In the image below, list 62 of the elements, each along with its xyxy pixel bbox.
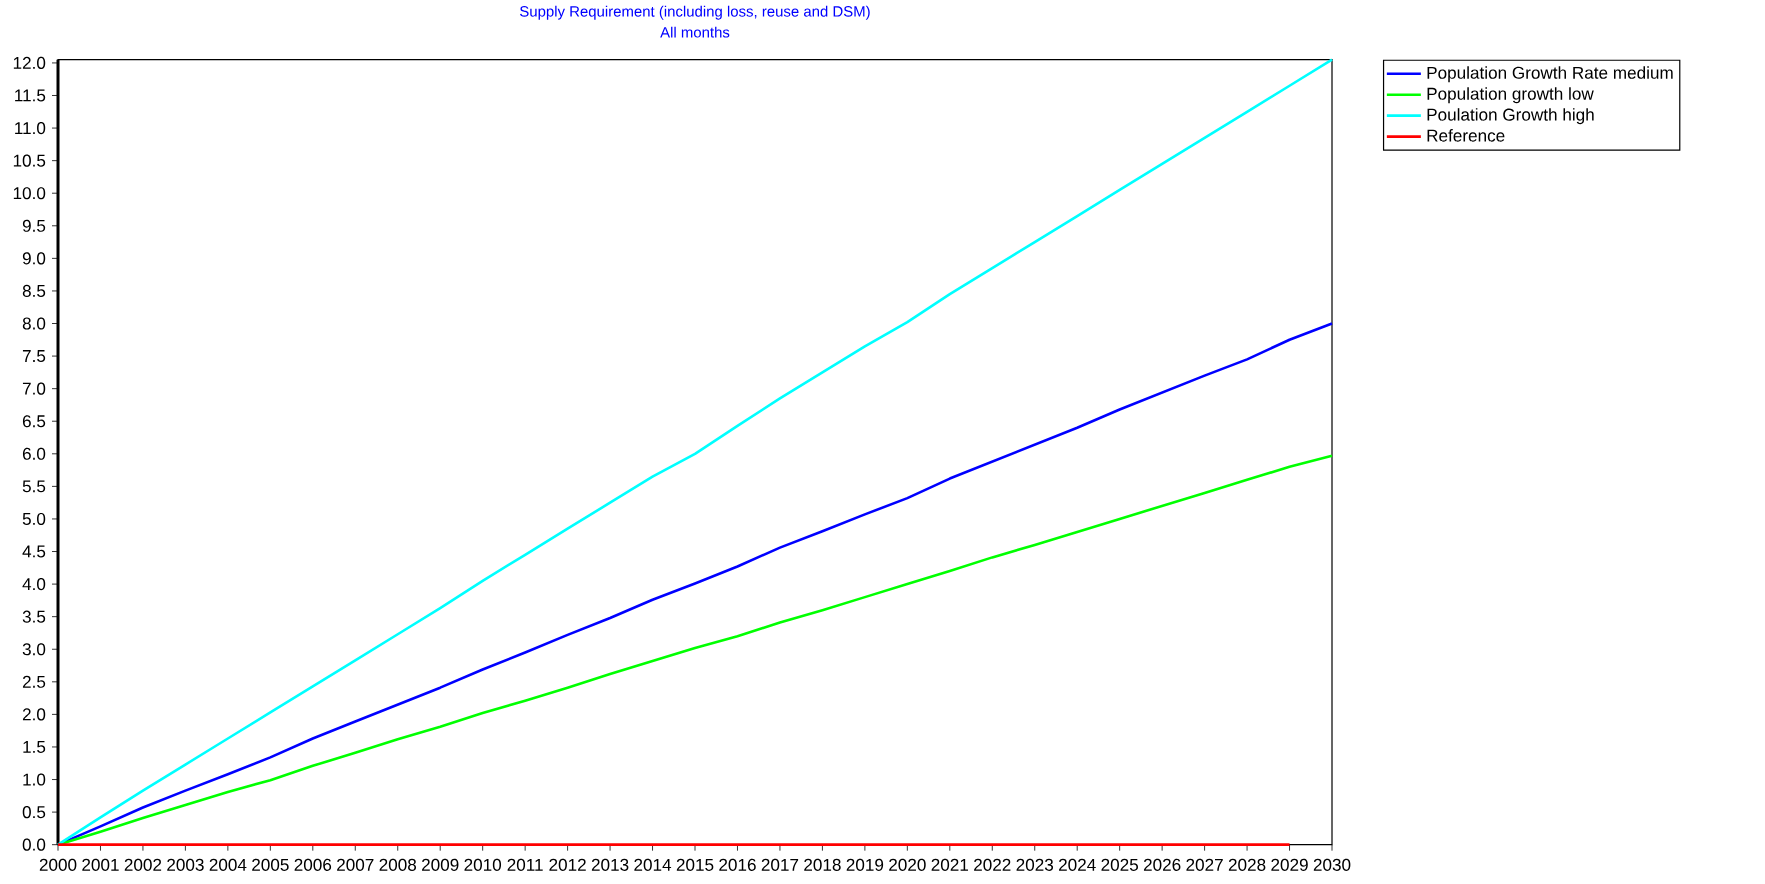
y-tick-label: 1.5 bbox=[23, 741, 46, 754]
y-tick-label: 10.0 bbox=[13, 187, 46, 200]
legend-label: Poulation Growth high bbox=[1427, 108, 1594, 125]
y-tick-label: 8.0 bbox=[22, 317, 46, 330]
x-tick-label: 2006 bbox=[294, 858, 332, 872]
x-tick-label: 2017 bbox=[761, 858, 799, 872]
x-tick-label: 2025 bbox=[1101, 858, 1139, 872]
x-tick-label: 2012 bbox=[549, 858, 586, 872]
legend-label: Population Growth Rate medium bbox=[1427, 66, 1673, 83]
legend-label: Population growth low bbox=[1427, 87, 1594, 104]
x-tick-label: 2014 bbox=[634, 858, 672, 872]
y-tick-label: 6.0 bbox=[22, 447, 46, 461]
y-tick-label: 6.5 bbox=[22, 415, 46, 428]
y-tick-label: 4.0 bbox=[22, 578, 46, 591]
x-tick-label: 2011 bbox=[507, 858, 543, 872]
x-tick-label: 2007 bbox=[337, 858, 374, 872]
legend-label: Reference bbox=[1427, 129, 1505, 142]
y-tick-label: 0.0 bbox=[22, 838, 46, 851]
x-tick-label: 2029 bbox=[1271, 858, 1308, 872]
y-tick-label: 10.5 bbox=[13, 154, 46, 167]
y-tick-label: 7.5 bbox=[22, 350, 46, 363]
x-tick-label: 2001 bbox=[82, 858, 119, 872]
y-tick-label: 9.5 bbox=[22, 219, 46, 232]
y-tick-label: 8.5 bbox=[22, 285, 46, 298]
x-tick-label: 2010 bbox=[464, 858, 502, 872]
x-tick-label: 2021 bbox=[931, 858, 969, 872]
y-tick-label: 1.0 bbox=[23, 773, 46, 786]
x-tick-label: 2000 bbox=[39, 858, 77, 872]
x-tick-label: 2026 bbox=[1143, 858, 1181, 872]
x-tick-label: 2004 bbox=[209, 858, 247, 872]
y-tick-label: 2.0 bbox=[22, 708, 46, 721]
x-tick-label: 2027 bbox=[1186, 858, 1223, 872]
x-tick-label: 2018 bbox=[804, 858, 841, 872]
y-tick-label: 12.0 bbox=[13, 57, 46, 70]
x-tick-label: 2028 bbox=[1228, 858, 1266, 872]
x-tick-label: 2016 bbox=[719, 858, 756, 872]
y-tick-label: 2.5 bbox=[22, 675, 46, 689]
y-tick-label: 3.0 bbox=[22, 643, 46, 656]
chart-subtitle: All months bbox=[660, 26, 730, 38]
y-tick-label: 5.5 bbox=[22, 480, 46, 493]
y-tick-label: 11.5 bbox=[15, 89, 46, 102]
x-tick-label: 2020 bbox=[889, 858, 926, 872]
x-tick-label: 2005 bbox=[252, 858, 289, 872]
x-tick-label: 2024 bbox=[1059, 858, 1096, 872]
x-tick-label: 2009 bbox=[422, 858, 459, 872]
y-tick-label: 11.0 bbox=[15, 122, 46, 135]
x-tick-label: 2030 bbox=[1313, 858, 1351, 872]
y-tick-label: 5.0 bbox=[22, 513, 46, 526]
chart-title: Supply Requirement (including loss, reuse and DSM) bbox=[520, 5, 870, 20]
x-tick-label: 2022 bbox=[974, 858, 1011, 872]
x-tick-label: 2003 bbox=[167, 858, 204, 872]
x-tick-label: 2023 bbox=[1016, 858, 1054, 872]
x-tick-label: 2013 bbox=[591, 858, 629, 872]
x-tick-label: 2002 bbox=[124, 858, 162, 872]
x-tick-label: 2019 bbox=[846, 858, 884, 872]
y-tick-label: 7.0 bbox=[22, 382, 46, 395]
x-tick-label: 2008 bbox=[379, 858, 417, 872]
y-tick-label: 4.5 bbox=[22, 545, 46, 558]
y-tick-label: 3.5 bbox=[22, 610, 46, 623]
y-tick-label: 9.0 bbox=[22, 252, 46, 265]
y-tick-label: 0.5 bbox=[22, 806, 46, 819]
x-tick-label: 2015 bbox=[676, 858, 714, 872]
